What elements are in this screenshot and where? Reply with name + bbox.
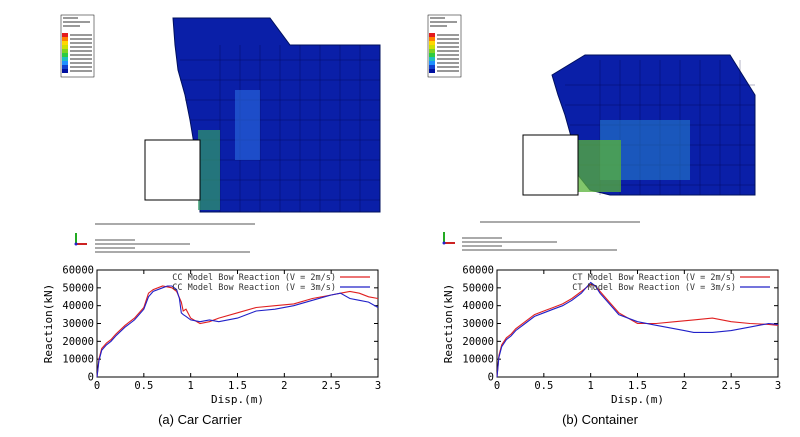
y-tick-label: 10000 (462, 354, 494, 366)
y-tick-label: 10000 (62, 354, 94, 366)
axis-triad-icon (74, 233, 87, 246)
y-tick-label: 40000 (462, 300, 494, 312)
y-tick-label: 60000 (62, 265, 94, 277)
x-tick-label: 1 (588, 380, 594, 392)
x-tick-label: 2.5 (722, 380, 741, 392)
striking-body (144, 139, 201, 201)
y-tick-label: 30000 (462, 318, 494, 330)
panel-container: 0 10000 20000 30000 40000 50000 60000 0 0.5 1 1.5 2… (400, 0, 800, 437)
x-tick-label: 1 (188, 380, 194, 392)
x-tick-label: 2 (281, 380, 287, 392)
y-tick-label: 0 (488, 372, 494, 384)
y-tick-label: 0 (88, 372, 94, 384)
x-tick-label: 3 (375, 380, 381, 392)
bow-crush-zone (576, 140, 621, 192)
x-tick-label: 1.5 (228, 380, 247, 392)
fem-contour-car-carrier (60, 14, 381, 253)
panel-car-carrier: 0 10000 20000 30000 40000 50000 60000 0 0.5 1 1.5 2… (42, 14, 381, 427)
caption-b: (b) Container (562, 412, 638, 427)
bow-crush-zone (198, 130, 220, 210)
x-tick-label: 0 (494, 380, 500, 392)
legend-color-bar (429, 33, 435, 73)
series-line-2 (496, 281, 779, 378)
y-tick-label: 50000 (462, 282, 494, 294)
x-tick-label: 0.5 (534, 380, 553, 392)
series-line-2 (96, 285, 379, 378)
x-tick-label: 2 (681, 380, 687, 392)
y-axis-label: Reaction(kN) (42, 284, 55, 363)
legend-label: CC Model Bow Reaction (V = 3m/s) (172, 283, 336, 293)
x-axis-label: Disp.(m) (611, 393, 664, 406)
fem-contour-container (427, 14, 756, 251)
y-tick-label: 20000 (462, 336, 494, 348)
y-tick-label: 30000 (62, 318, 94, 330)
axis-triad-icon (442, 232, 455, 245)
legend-color-bar (62, 33, 68, 73)
chart-car-carrier: 0 10000 20000 30000 40000 50000 60000 0 0.5 1 1.5 2… (42, 265, 381, 407)
legend-label: CT Model Bow Reaction (V = 3m/s) (572, 283, 736, 293)
y-tick-label: 40000 (62, 300, 94, 312)
x-tick-label: 2.5 (322, 380, 341, 392)
striking-body (522, 134, 579, 196)
y-tick-label: 20000 (62, 336, 94, 348)
x-tick-label: 1.5 (628, 380, 647, 392)
y-axis-label: Reaction(kN) (442, 284, 455, 363)
stress-zone (235, 90, 260, 160)
y-tick-label: 50000 (62, 282, 94, 294)
x-tick-label: 0 (94, 380, 100, 392)
x-axis-label: Disp.(m) (211, 393, 264, 406)
x-tick-label: 3 (775, 380, 781, 392)
chart-container: 0 10000 20000 30000 40000 50000 60000 0 0.5 1 1.5 2… (442, 265, 781, 407)
legend-label: CT Model Bow Reaction (V = 2m/s) (572, 273, 736, 283)
caption-a: (a) Car Carrier (158, 412, 242, 427)
legend-label: CC Model Bow Reaction (V = 2m/s) (172, 273, 336, 283)
y-tick-label: 60000 (462, 265, 494, 277)
series-line-1 (496, 283, 779, 378)
x-tick-label: 0.5 (134, 380, 153, 392)
